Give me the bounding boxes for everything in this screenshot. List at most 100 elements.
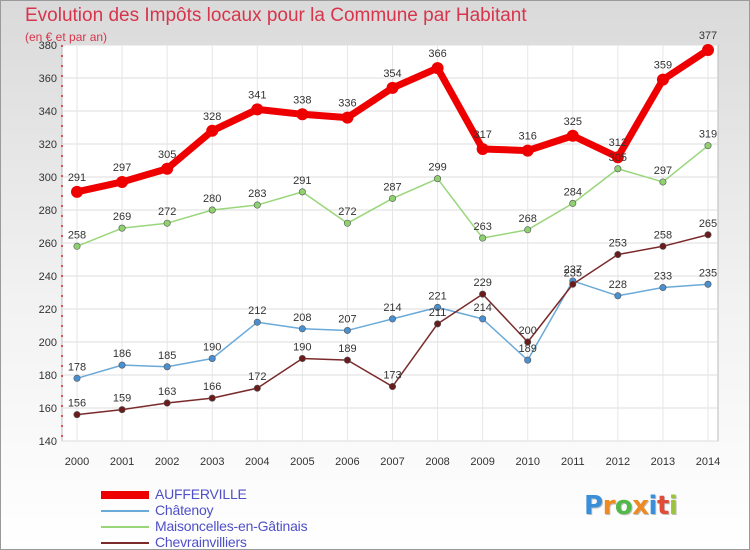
data-label: 354: [383, 68, 401, 80]
data-point: [116, 175, 129, 188]
legend-swatch-chatenoy: [101, 510, 149, 512]
y-tick-label: 360: [39, 73, 57, 85]
x-tick-label: 2009: [470, 456, 494, 468]
y-tick-label: 220: [39, 304, 57, 316]
x-tick-label: 2014: [696, 456, 720, 468]
data-point: [388, 315, 396, 323]
data-label: 317: [473, 129, 491, 141]
data-point: [524, 338, 532, 346]
y-tick-label: 380: [39, 40, 57, 52]
data-label: 186: [113, 348, 131, 360]
data-label: 287: [383, 181, 401, 193]
data-label: 272: [338, 206, 356, 218]
y-tick-label: 240: [39, 271, 57, 283]
data-label: 258: [68, 229, 86, 241]
proxiti-logo: Proxiti: [584, 491, 678, 521]
data-label: 189: [338, 343, 356, 355]
data-label: 214: [473, 302, 491, 314]
data-label: 166: [203, 381, 221, 393]
data-point: [614, 165, 622, 173]
data-point: [521, 144, 534, 157]
x-tick-label: 2002: [155, 456, 179, 468]
data-point: [704, 280, 712, 288]
data-label: 156: [68, 398, 86, 410]
x-tick-label: 2006: [335, 456, 359, 468]
data-point: [163, 219, 171, 227]
data-point: [479, 290, 487, 298]
data-label: 366: [428, 48, 446, 60]
data-label: 237: [564, 264, 582, 276]
data-point: [161, 162, 174, 175]
data-label: 359: [654, 60, 672, 72]
data-point: [343, 326, 351, 334]
data-point: [524, 356, 532, 364]
data-point: [208, 394, 216, 402]
legend-item-chevrainvilliers: Chevrainvilliers: [101, 534, 401, 550]
legend-swatch-chevrainvilliers: [101, 542, 149, 544]
y-tick-label: 180: [39, 370, 57, 382]
data-label: 291: [68, 172, 86, 184]
logo-letter: i: [668, 491, 678, 521]
y-tick-label: 200: [39, 337, 57, 349]
data-label: 221: [428, 290, 446, 302]
data-point: [704, 231, 712, 239]
legend-label-chevrainvilliers: Chevrainvilliers: [155, 534, 247, 550]
legend-item-aufferville: AUFFERVILLE: [101, 486, 401, 503]
data-label: 377: [699, 30, 717, 42]
x-tick-label: 2003: [200, 456, 224, 468]
y-tick-label: 140: [39, 436, 57, 448]
x-tick-label: 2007: [380, 456, 404, 468]
data-point: [298, 325, 306, 333]
legend-label-maisoncelles: Maisoncelles-en-Gâtinais: [155, 518, 308, 534]
data-label: 269: [113, 211, 131, 223]
x-tick-label: 2011: [561, 456, 585, 468]
y-tick-label: 320: [39, 139, 57, 151]
x-tick-label: 2010: [515, 456, 539, 468]
data-point: [343, 356, 351, 364]
legend: AUFFERVILLE Châtenoy Maisoncelles-en-Gât…: [101, 486, 401, 550]
data-point: [251, 103, 264, 116]
data-point: [659, 242, 667, 250]
data-label: 328: [203, 111, 221, 123]
data-label: 212: [248, 305, 266, 317]
y-tick-label: 340: [39, 106, 57, 118]
data-point: [253, 384, 261, 392]
data-point: [343, 219, 351, 227]
data-label: 305: [158, 149, 176, 161]
legend-swatch-aufferville: [101, 491, 149, 499]
data-label: 291: [293, 175, 311, 187]
x-tick-label: 2000: [65, 456, 89, 468]
logo-letter: x: [632, 491, 649, 521]
data-label: 341: [248, 89, 266, 101]
data-point: [434, 320, 442, 328]
data-label: 316: [519, 131, 537, 143]
data-point: [118, 406, 126, 414]
x-tick-label: 2004: [245, 456, 269, 468]
data-label: 190: [293, 342, 311, 354]
data-point: [704, 142, 712, 150]
data-label: 159: [113, 393, 131, 405]
data-point: [208, 354, 216, 362]
data-point: [702, 43, 714, 56]
data-label: 312: [609, 137, 627, 149]
data-label: 233: [654, 271, 672, 283]
data-label: 283: [248, 188, 266, 200]
data-point: [434, 303, 442, 311]
data-label: 178: [68, 361, 86, 373]
data-label: 299: [428, 162, 446, 174]
data-point: [118, 361, 126, 369]
data-label: 325: [564, 116, 582, 128]
legend-label-chatenoy: Châtenoy: [155, 502, 214, 518]
x-tick-label: 2005: [290, 456, 314, 468]
data-label: 272: [158, 206, 176, 218]
data-point: [614, 251, 622, 259]
x-tick-label: 2012: [606, 456, 630, 468]
data-label: 338: [293, 94, 311, 106]
data-label: 235: [564, 267, 582, 279]
legend-item-maisoncelles: Maisoncelles-en-Gâtinais: [101, 518, 401, 535]
data-point: [73, 411, 81, 419]
data-label: 228: [609, 279, 627, 291]
data-label: 172: [248, 371, 266, 383]
data-point: [479, 315, 487, 323]
